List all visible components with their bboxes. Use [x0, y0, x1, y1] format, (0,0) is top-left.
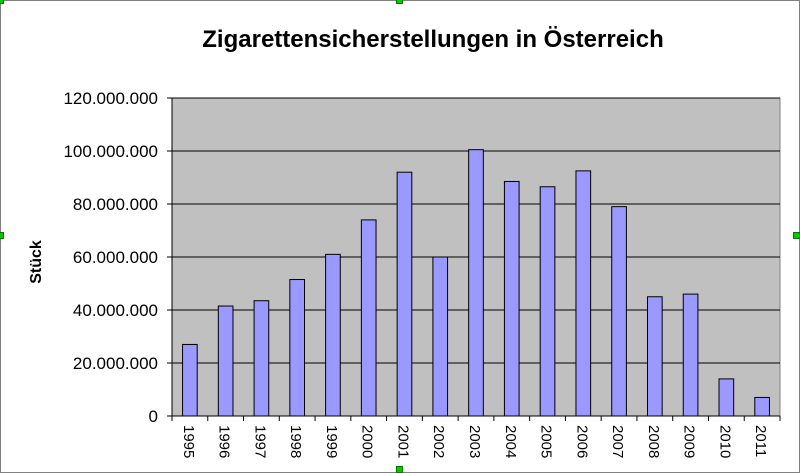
selection-handle-middle-right[interactable] [793, 232, 800, 239]
y-tick-label: 100.000.000 [63, 142, 158, 161]
x-tick-label: 2004 [502, 425, 519, 458]
y-tick-label: 40.000.000 [73, 301, 158, 320]
y-tick-label: 80.000.000 [73, 195, 158, 214]
bar-2000 [360, 219, 377, 417]
bar-2005 [539, 186, 556, 417]
bar-2003 [468, 149, 484, 417]
selection-handle-top-left[interactable] [0, 0, 4, 4]
chart-title: Zigarettensicherstellungen in Österreich [202, 26, 663, 53]
bar-2011 [754, 396, 770, 417]
bar-1995 [182, 343, 198, 417]
x-tick-label: 1996 [216, 425, 233, 458]
bar-2006 [575, 170, 592, 417]
x-tick-label: 2003 [466, 425, 483, 458]
y-tick-label: 120.000.000 [63, 89, 158, 108]
x-tick-label: 1999 [323, 425, 340, 458]
bar-2007 [611, 206, 627, 417]
x-tick-label: 1998 [287, 425, 304, 458]
bar-1996 [217, 305, 234, 417]
bar-1999 [325, 253, 341, 417]
bar-2002 [432, 256, 449, 417]
x-tick-label: 2007 [609, 425, 626, 458]
bar-2010 [718, 378, 735, 417]
bar-2008 [646, 296, 663, 417]
selection-handle-middle-left[interactable] [0, 232, 4, 239]
x-tick-label: 1997 [251, 425, 268, 458]
x-tick-label: 2009 [681, 425, 698, 458]
selection-handle-top-center[interactable] [396, 0, 403, 4]
x-tick-label: 2000 [359, 425, 376, 458]
y-tick-label: 0 [149, 407, 158, 426]
x-tick-label: 2011 [752, 425, 769, 457]
y-axis-label: Stück [28, 240, 45, 284]
x-tick-label: 2005 [538, 425, 555, 458]
bar-2001 [396, 171, 413, 417]
bar-2004 [503, 180, 520, 417]
x-tick-label: 1995 [180, 425, 197, 458]
bar-1997 [253, 300, 270, 417]
x-tick-label: 2002 [430, 425, 447, 458]
selection-handle-bottom-center[interactable] [396, 466, 403, 473]
x-tick-label: 2001 [394, 425, 411, 458]
plot-area: 0 20.000.000 40.000.000 60.000.000 80.000.00… [63, 89, 781, 458]
x-tick-label: 2008 [645, 425, 662, 458]
x-tick-label: 2010 [716, 425, 733, 458]
bar-2009 [682, 293, 699, 417]
y-tick-label: 20.000.000 [73, 354, 158, 373]
y-tick-label: 60.000.000 [73, 248, 158, 267]
bar-1998 [289, 279, 306, 417]
x-tick-label: 2006 [573, 425, 590, 458]
